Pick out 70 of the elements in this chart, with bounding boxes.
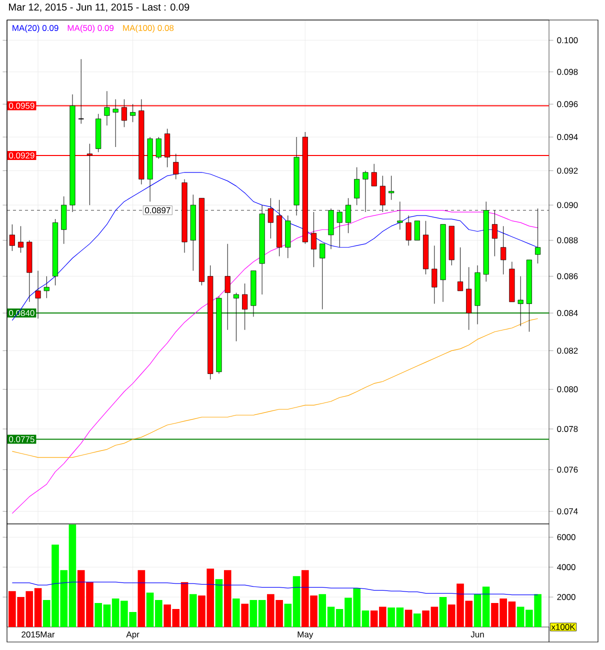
y-tick-label: 2000	[557, 594, 576, 600]
x-tick-label: May	[298, 631, 314, 640]
candlestick	[310, 212, 317, 268]
y-tick-label: 0.092	[557, 168, 578, 174]
bar	[414, 614, 421, 627]
bar	[241, 604, 248, 627]
bar	[404, 610, 412, 627]
y-tick-label: 0.078	[557, 426, 578, 432]
bar	[138, 570, 146, 627]
candlestick	[432, 245, 438, 304]
y-tick-label: 0.088	[557, 237, 578, 244]
bar	[189, 594, 197, 627]
y-axis-title: x100K	[551, 624, 576, 630]
candlestick	[380, 176, 386, 212]
y-tick-label: 0.082	[557, 348, 578, 354]
ref-line-label: 0.0959	[9, 102, 34, 109]
y-tick-label: 0.084	[557, 310, 578, 316]
candlestick	[345, 198, 352, 234]
candlestick	[104, 90, 110, 126]
y-tick-label: 0.096	[557, 101, 578, 108]
y-tick-label: 0.094	[557, 134, 578, 140]
y-tick-label: 6000	[557, 534, 576, 540]
y-tick-label: 0.086	[557, 273, 578, 280]
candlestick	[492, 210, 498, 257]
candlestick	[242, 283, 248, 330]
candlestick	[414, 220, 420, 240]
candlestick	[500, 226, 506, 275]
bar	[232, 598, 240, 627]
ref-line-label: 0.0775	[9, 436, 34, 442]
candlestick	[112, 98, 118, 148]
y-tick-label: 4000	[557, 564, 576, 570]
y-tick-label: 0.074	[557, 508, 578, 514]
y-tick-label: 0.080	[557, 386, 578, 392]
candlestick	[156, 136, 162, 160]
candlestick	[397, 201, 403, 230]
ref-line-label: 0.0897	[145, 207, 170, 214]
candlestick	[457, 247, 464, 292]
candlestick	[44, 276, 50, 298]
candlestick	[388, 176, 394, 200]
y-tick-label: 0.098	[557, 68, 578, 75]
y-tick-label: 0.090	[557, 202, 578, 208]
chart-title: Mar 12, 2015 - Jun 11, 2015 - Last : 0.09	[9, 4, 190, 12]
text: MA(20) 0.09	[12, 24, 58, 33]
ref-line-label: 0.0929	[9, 152, 34, 158]
candlestick	[18, 226, 24, 253]
x-tick-label: 2015Mar	[22, 631, 55, 638]
candlestick	[320, 244, 326, 310]
candlestick	[535, 208, 541, 264]
candlestick	[35, 270, 41, 319]
y-tick-label: 0.100	[557, 37, 578, 44]
bar	[224, 570, 232, 627]
candlestick	[371, 164, 377, 186]
x-tick-label: Apr	[126, 631, 140, 640]
candlestick	[9, 224, 15, 252]
candlestick	[518, 276, 524, 326]
candlestick	[233, 292, 239, 342]
candlestick	[130, 104, 136, 122]
bar	[439, 597, 447, 627]
candlestick	[406, 215, 412, 246]
candlestick	[336, 210, 342, 248]
candlestick	[354, 167, 360, 206]
candlestick	[362, 170, 368, 212]
bar	[215, 579, 223, 627]
candlestick	[268, 198, 274, 239]
candlestick	[78, 58, 84, 124]
text: MA(100) 0.08	[123, 24, 174, 33]
y-tick-label: 0.076	[557, 466, 578, 473]
text: MA(50) 0.09	[68, 24, 114, 33]
candlestick	[224, 244, 230, 330]
x-tick-label: Jun	[470, 631, 484, 638]
